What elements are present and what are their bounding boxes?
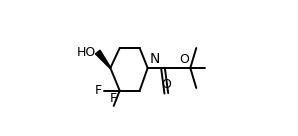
Text: O: O [162, 78, 171, 91]
Text: O: O [179, 53, 189, 66]
Text: F: F [94, 84, 102, 97]
Text: HO: HO [77, 46, 96, 58]
Text: F: F [110, 92, 117, 105]
Polygon shape [95, 50, 111, 68]
Text: N: N [149, 52, 160, 66]
